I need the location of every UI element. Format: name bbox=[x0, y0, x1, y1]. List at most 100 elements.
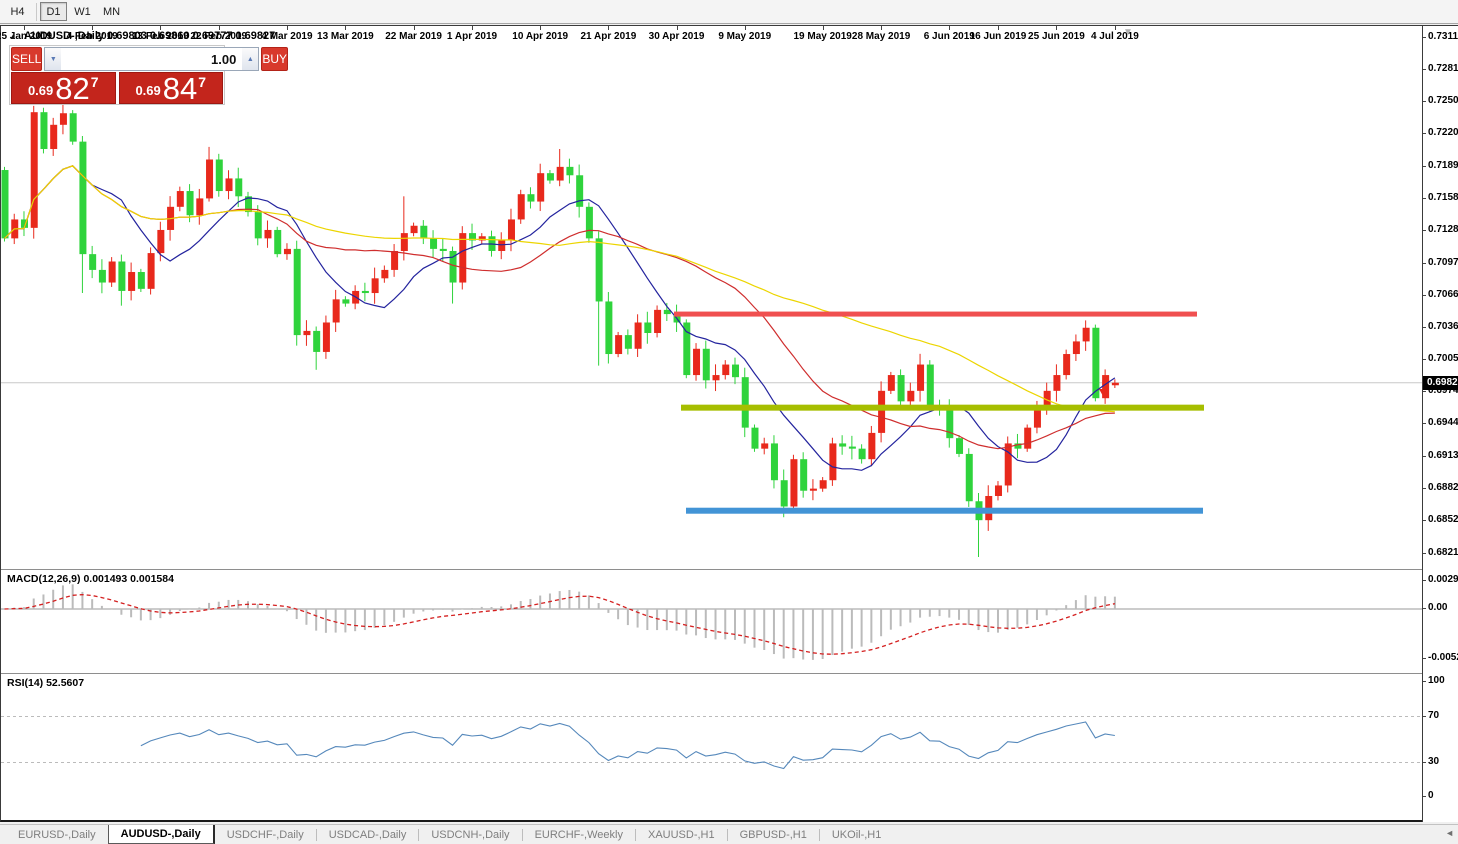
chart-shift-marker-icon[interactable]: ▼ bbox=[1123, 27, 1133, 38]
axis-tick-mark bbox=[1423, 133, 1426, 135]
timeframe-button-d1[interactable]: D1 bbox=[40, 2, 67, 21]
date-tick-mark bbox=[676, 26, 678, 30]
axis-tick-mark bbox=[1423, 520, 1426, 522]
axis-tick-label: 0 bbox=[1428, 790, 1434, 801]
tab-separator bbox=[818, 828, 820, 841]
volume-decrease-icon[interactable]: ▼ bbox=[45, 48, 62, 70]
axis-tick-mark bbox=[1423, 197, 1426, 199]
date-tick-mark bbox=[92, 26, 94, 30]
axis-tick-label: 0.69745 bbox=[1428, 385, 1458, 397]
price-chart-panel[interactable]: ▲ AUDUSD-,Daily 0.69803 0.69860 0.69777 … bbox=[1, 26, 1422, 569]
axis-tick-mark bbox=[1423, 294, 1426, 296]
date-tick-label: 4 Mar 2019 bbox=[261, 31, 313, 42]
date-tick-mark bbox=[822, 26, 824, 30]
axis-tick-label: -0.005250 bbox=[1428, 652, 1458, 663]
date-tick-label: 28 May 2019 bbox=[851, 31, 911, 42]
tab-scroll-left-icon[interactable]: ◄ bbox=[1445, 828, 1454, 838]
date-tick-mark bbox=[881, 26, 883, 30]
toolbar-separator bbox=[36, 2, 37, 21]
tab-separator bbox=[726, 828, 728, 841]
tab-separator bbox=[521, 828, 523, 841]
timeframe-button-w1[interactable]: W1 bbox=[74, 5, 91, 18]
date-tick-label: 4 Feb 2019 bbox=[66, 31, 118, 42]
macd-indicator-panel[interactable]: MACD(12,26,9) 0.001493 0.001584 bbox=[1, 569, 1422, 673]
timeframe-button-mn[interactable]: MN bbox=[102, 5, 121, 18]
chart-tab-ukoil[interactable]: UKOil-,H1 bbox=[831, 828, 882, 841]
date-tick-label: 10 Apr 2019 bbox=[512, 31, 569, 42]
date-tick-mark bbox=[472, 26, 474, 30]
one-click-trade-panel: SELL ▼ ▲ BUY 0.69 82 7 0.69 bbox=[9, 45, 289, 106]
date-tick-mark bbox=[23, 26, 25, 30]
sell-price-box[interactable]: 0.69 82 7 bbox=[11, 72, 116, 104]
buy-price-box[interactable]: 0.69 84 7 bbox=[118, 71, 223, 106]
rsi-indicator-panel[interactable]: RSI(14) 52.5607 bbox=[1, 673, 1422, 801]
rsi-plot bbox=[1, 716, 1422, 770]
date-tick-mark bbox=[540, 26, 542, 30]
axis-tick-label: 0.68825 bbox=[1428, 482, 1458, 494]
date-tick-label: 30 Apr 2019 bbox=[648, 31, 705, 42]
chart-tab-xauusd[interactable]: XAUUSD-,H1 bbox=[647, 828, 715, 841]
date-tick-label: 6 Jun 2019 bbox=[923, 31, 975, 42]
date-tick-label: 1 Apr 2019 bbox=[446, 31, 498, 42]
axis-tick-mark bbox=[1423, 326, 1426, 328]
chart-tab-audusd[interactable]: AUDUSD-,Daily bbox=[107, 825, 215, 844]
candlestick-chart[interactable] bbox=[1, 26, 1422, 569]
date-tick-mark bbox=[160, 26, 162, 30]
axis-tick-mark bbox=[1423, 488, 1426, 490]
rsi-label: RSI(14) 52.5607 bbox=[7, 677, 85, 689]
timeframe-toolbar: H4 D1 W1 MN bbox=[0, 0, 1458, 24]
timeframe-button-h4[interactable]: H4 bbox=[10, 5, 25, 18]
axis-tick-mark bbox=[1423, 715, 1426, 717]
date-tick-mark bbox=[1056, 26, 1058, 30]
buy-price-main: 84 bbox=[162, 71, 198, 106]
chart-tab-usdcad[interactable]: USDCAD-,Daily bbox=[328, 828, 407, 841]
axis-tick-label: 100 bbox=[1428, 675, 1445, 686]
axis-tick-mark bbox=[1423, 423, 1426, 425]
axis-tick-mark bbox=[1423, 761, 1426, 763]
chart-tab-eurchf[interactable]: EURCHF-,Weekly bbox=[534, 828, 623, 841]
current-price-tag: 0.69827 bbox=[1423, 375, 1458, 390]
date-tick-mark bbox=[997, 26, 999, 30]
axis-tick-label: 0.00 bbox=[1428, 602, 1448, 613]
volume-stepper: ▼ ▲ bbox=[44, 47, 260, 71]
chart-title: ▲ AUDUSD-,Daily 0.69803 0.69860 0.69777 … bbox=[9, 30, 275, 42]
axis-tick-label: 70 bbox=[1428, 709, 1440, 721]
chart-tab-usdcnh[interactable]: USDCNH-,Daily bbox=[431, 828, 510, 841]
sell-price-main: 82 bbox=[55, 71, 90, 106]
chart-tab-usdchf[interactable]: USDCHF-,Daily bbox=[226, 828, 304, 841]
chart-tab-bar: EURUSD-,Daily AUDUSD-,Daily USDCHF-,Daily U… bbox=[0, 824, 1458, 844]
axis-tick-mark bbox=[1423, 165, 1426, 167]
axis-tick-mark bbox=[1423, 579, 1426, 581]
volume-input[interactable] bbox=[61, 48, 243, 70]
chart-tab-gbpusd[interactable]: GBPUSD-,H1 bbox=[739, 828, 807, 841]
date-tick-mark bbox=[413, 26, 415, 30]
axis-tick-label: 0.73115 bbox=[1428, 31, 1458, 42]
axis-tick-mark bbox=[1423, 229, 1426, 231]
tab-separator bbox=[418, 828, 420, 841]
date-tick-label: 9 May 2019 bbox=[718, 31, 772, 42]
volume-increase-icon[interactable]: ▲ bbox=[242, 48, 259, 70]
date-tick-mark bbox=[949, 26, 951, 30]
date-tick-mark bbox=[608, 26, 610, 30]
date-tick-label: 21 Apr 2019 bbox=[580, 31, 637, 42]
date-tick-mark bbox=[218, 26, 220, 30]
date-tick-label: 16 Jun 2019 bbox=[969, 31, 1027, 42]
sell-price-pip: 7 bbox=[90, 74, 99, 90]
axis-tick-mark bbox=[1423, 101, 1426, 103]
date-tick-mark bbox=[345, 26, 347, 30]
sell-button[interactable]: SELL bbox=[11, 47, 43, 71]
date-tick-mark bbox=[286, 26, 288, 30]
collapse-trade-panel-icon[interactable]: ▲ bbox=[9, 31, 17, 41]
axis-tick-mark bbox=[1423, 37, 1426, 38]
chart-tab-eurusd[interactable]: EURUSD-,Daily bbox=[18, 828, 96, 841]
buy-button[interactable]: BUY bbox=[261, 47, 289, 71]
date-tick-label: 19 May 2019 bbox=[793, 31, 852, 42]
